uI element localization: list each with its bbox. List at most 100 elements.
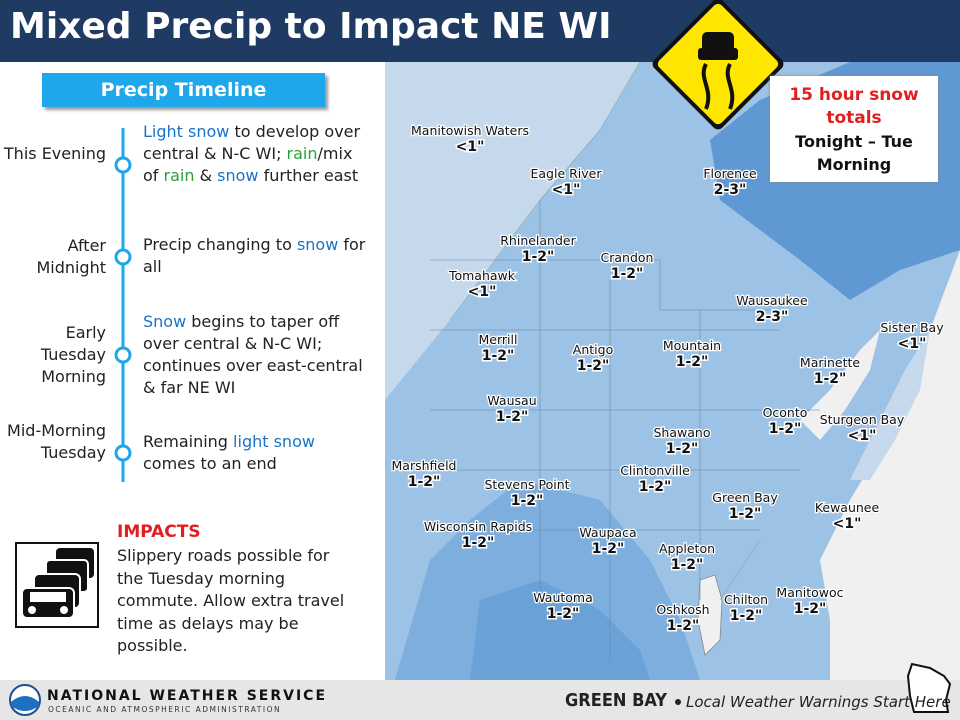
footer-bg — [0, 680, 960, 720]
text-segment: snow — [296, 235, 339, 254]
city-name: Sister Bay — [880, 320, 944, 335]
city-name: Oshkosh — [656, 602, 709, 617]
snow-amount: 1-2" — [794, 601, 827, 617]
city-name: Green Bay — [712, 490, 778, 505]
noaa-logo — [9, 684, 41, 716]
city-name: Wausaukee — [736, 293, 808, 308]
city-name: Sturgeon Bay — [820, 412, 905, 427]
city-name: Merrill — [479, 332, 518, 347]
snow-amount: 1-2" — [666, 441, 699, 457]
snow-amount: <1" — [848, 428, 877, 444]
city-name: Antigo — [573, 342, 613, 357]
snow-amount: <1" — [552, 182, 581, 198]
text-segment: to develop over central & N-C WI; — [143, 122, 361, 163]
title: Mixed Precip to Impact NE WI — [10, 6, 612, 47]
snow-amount: 1-2" — [408, 474, 441, 490]
text-segment: Snow — [143, 312, 187, 331]
slippery-road-sign — [652, 0, 784, 130]
city-name: Stevens Point — [484, 477, 569, 492]
timeline-text: Snow begins to taper off over central & … — [143, 311, 368, 399]
city-name: Wisconsin Rapids — [424, 519, 532, 534]
snow-amount: 1-2" — [769, 421, 802, 437]
snow-amount: 1-2" — [482, 348, 515, 364]
office: GREEN BAY — [565, 690, 667, 711]
impacts-title: IMPACTS — [117, 522, 201, 542]
text-segment: snow — [217, 166, 259, 185]
legend-box: 15 hour snow totals Tonight – Tue Mornin… — [770, 76, 938, 182]
snow-amount: 1-2" — [511, 493, 544, 509]
city-name: Shawano — [654, 425, 711, 440]
timeline-time: Early Tuesday Morning — [40, 323, 106, 386]
timeline-time: After Midnight — [36, 236, 106, 277]
snow-amount: 1-2" — [730, 608, 763, 624]
snow-amount: 1-2" — [577, 358, 610, 374]
city-name: Marshfield — [392, 458, 457, 473]
city-name: Manitowoc — [776, 585, 843, 600]
city-name: Crandon — [601, 250, 654, 265]
city-name: Appleton — [659, 541, 715, 556]
text-segment: Precip changing to — [143, 235, 297, 254]
snow-amount: 1-2" — [462, 535, 495, 551]
agency: NATIONAL WEATHER SERVICE — [47, 688, 328, 704]
text-segment: comes to an end — [143, 454, 277, 473]
city-name: Marinette — [800, 355, 860, 370]
timeline-text: Light snow to develop over central & N-C… — [143, 121, 368, 187]
wisconsin-icon — [906, 662, 952, 713]
snow-amount: 1-2" — [522, 249, 555, 265]
snow-amount: 1-2" — [671, 557, 704, 573]
timeline-line — [114, 128, 132, 482]
text-segment: rain — [163, 166, 195, 185]
city-name: Rhinelander — [500, 233, 576, 248]
snow-amount: 1-2" — [676, 354, 709, 370]
city-name: Wausau — [487, 393, 536, 408]
city-name: Mountain — [663, 338, 721, 353]
snow-amount: 1-2" — [611, 266, 644, 282]
snow-amount: <1" — [833, 516, 862, 532]
city-name: Florence — [703, 166, 757, 181]
snow-amount: <1" — [456, 139, 485, 155]
text-segment: light snow — [233, 432, 315, 451]
tagline: Local Weather Warnings Start Here — [686, 693, 951, 711]
city-name: Clintonville — [620, 463, 690, 478]
city-name: Tomahawk — [448, 268, 516, 283]
snow-amount: <1" — [468, 284, 497, 300]
text-segment: for all — [143, 235, 366, 276]
snow-amount: 2-3" — [714, 182, 747, 198]
snow-amount: 2-3" — [756, 309, 789, 325]
city-name: Wautoma — [533, 590, 593, 605]
snow-amount: <1" — [898, 336, 927, 352]
timeline-text: Precip changing to snow for all — [143, 234, 368, 278]
city-name: Chilton — [724, 592, 768, 607]
snow-amount: 1-2" — [729, 506, 762, 522]
snow-amount: 1-2" — [639, 479, 672, 495]
city-name: Waupaca — [579, 525, 636, 540]
city-name: Manitowish Waters — [411, 123, 529, 138]
text-segment: Remaining — [143, 432, 234, 451]
snow-amount: 1-2" — [592, 541, 625, 557]
timeline-time: This Evening — [3, 144, 106, 163]
snow-amount: 1-2" — [814, 371, 847, 387]
agency-sub: OCEANIC AND ATMOSPHERIC ADMINISTRATION — [48, 705, 282, 714]
city-labels: Manitowish Waters<1"Eagle River<1"Floren… — [390, 122, 945, 636]
city-name: Eagle River — [530, 166, 602, 181]
separator-dot — [675, 699, 681, 705]
text-segment: & — [194, 166, 218, 185]
text-segment: rain — [286, 144, 318, 163]
timeline-title: Precip Timeline — [42, 73, 325, 107]
text-segment: begins to taper off over central & N-C W… — [143, 312, 363, 397]
legend-title: 15 hour snow totals — [789, 85, 919, 128]
text-segment: Light snow — [143, 122, 230, 141]
snow-amount: 1-2" — [667, 618, 700, 634]
timeline-time: Mid-Morning Tuesday — [7, 421, 106, 462]
text-segment: further east — [258, 166, 359, 185]
snow-amount: 1-2" — [496, 409, 529, 425]
legend-subtitle: Tonight – Tue Morning — [795, 132, 913, 174]
impacts-text: Slippery roads possible for the Tuesday … — [117, 546, 345, 655]
traffic-icon — [15, 542, 99, 628]
text-segment: /mix of — [143, 144, 353, 185]
city-name: Oconto — [763, 405, 808, 420]
timeline-text: Remaining light snow comes to an end — [143, 431, 368, 475]
city-name: Kewaunee — [815, 500, 880, 515]
snow-amount: 1-2" — [547, 606, 580, 622]
